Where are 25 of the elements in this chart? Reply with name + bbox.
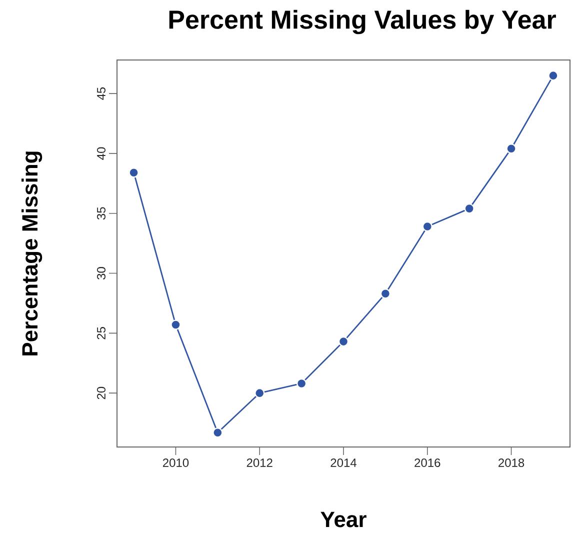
point xyxy=(296,378,307,389)
x-tick-label: 2018 xyxy=(498,458,524,468)
y-tick-label: 20 xyxy=(96,386,106,400)
point xyxy=(338,336,349,347)
point xyxy=(506,144,516,154)
y-tick-label: 25 xyxy=(96,327,106,340)
y-tick-label: 30 xyxy=(96,267,106,280)
point xyxy=(464,203,474,214)
point xyxy=(170,320,181,330)
y-tick-label: 35 xyxy=(96,207,106,220)
x-tick-label: 2014 xyxy=(330,458,356,468)
y-tick-label: 45 xyxy=(97,87,106,100)
y-axis-title: Percentage Missing xyxy=(22,152,42,356)
chart-title: Percent Missing Values by Year xyxy=(169,10,556,34)
x-tick-label: 2016 xyxy=(414,458,440,468)
point xyxy=(128,168,139,178)
point xyxy=(548,70,558,81)
point xyxy=(212,428,223,438)
point xyxy=(380,288,391,299)
y-tick-label: 40 xyxy=(96,147,106,160)
x-tick-label: 2012 xyxy=(246,458,272,468)
point xyxy=(422,221,432,232)
x-axis-title: Year xyxy=(320,512,366,528)
x-tick-label: 2010 xyxy=(162,458,189,468)
point xyxy=(254,388,265,398)
